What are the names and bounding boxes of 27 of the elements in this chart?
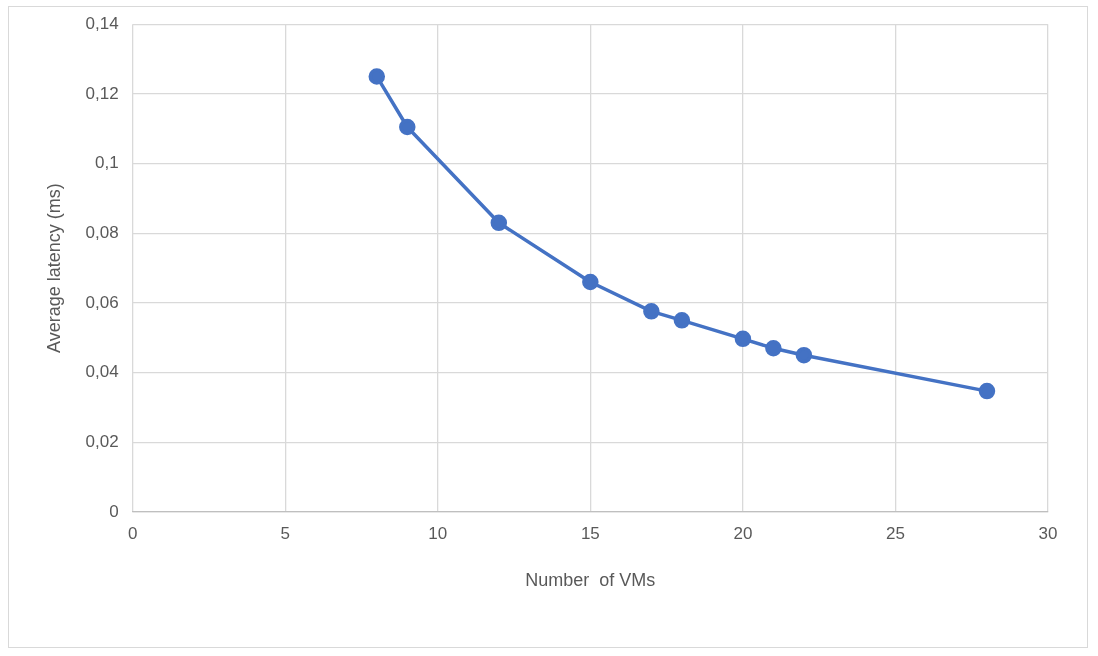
- y-tick-label: 0,04: [85, 362, 119, 382]
- point: [399, 118, 416, 136]
- point: [734, 330, 752, 348]
- y-axis-title: Average latency (ms): [43, 183, 64, 353]
- point: [765, 339, 782, 357]
- x-tick-label: 15: [580, 523, 600, 543]
- y-tick-label: 0,1: [95, 153, 119, 173]
- point: [368, 68, 386, 85]
- point: [673, 312, 691, 329]
- x-tick-label: 5: [280, 523, 290, 543]
- x-tick-label: 25: [885, 523, 905, 543]
- y-tick-label: 0,08: [85, 222, 119, 242]
- y-tick-label: 0,12: [85, 83, 119, 103]
- point: [582, 273, 599, 291]
- point: [978, 382, 996, 400]
- y-tick-label: 0,02: [85, 432, 119, 451]
- point: [490, 214, 508, 232]
- x-axis-title: Number of VMs: [525, 570, 656, 591]
- y-tick-label: 0,06: [85, 292, 119, 312]
- x-tick-label: 10: [428, 523, 448, 543]
- y-tick-label: 0,14: [85, 13, 119, 33]
- point: [643, 303, 660, 320]
- y-tick-label: 0: [109, 501, 119, 521]
- x-tick-label: 20: [733, 523, 753, 543]
- x-tick-label: 30: [1038, 523, 1058, 543]
- x-tick-label: 0: [127, 523, 138, 543]
- point: [795, 346, 813, 364]
